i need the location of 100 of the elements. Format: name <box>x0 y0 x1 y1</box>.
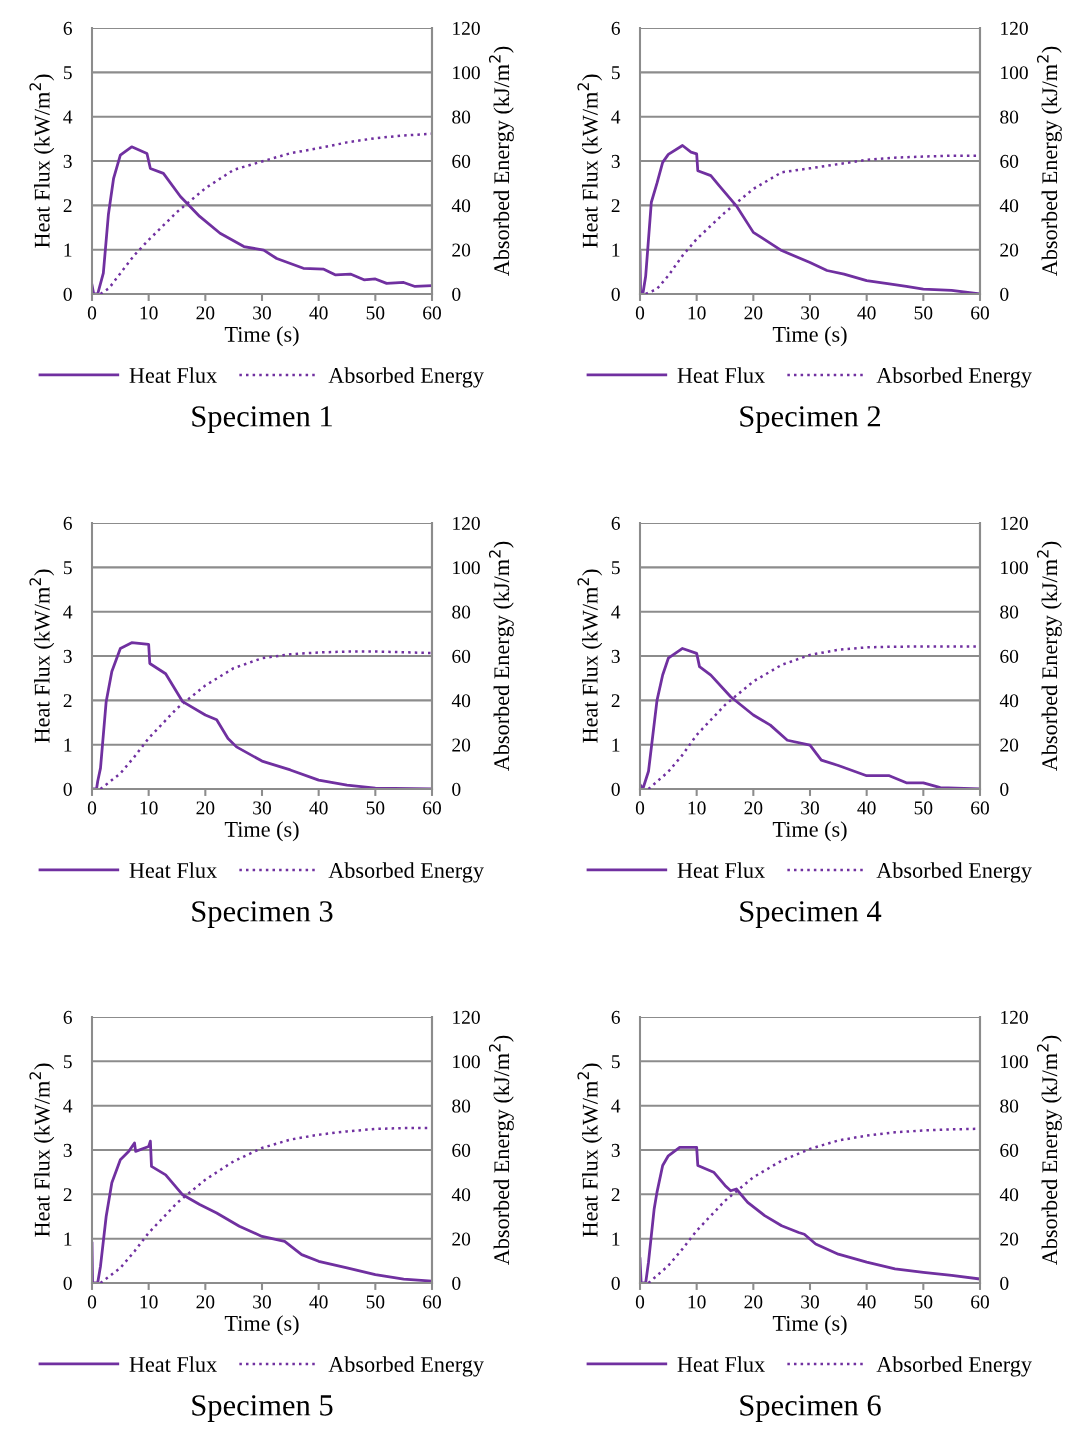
y2-tick-label: 80 <box>1000 110 1019 124</box>
y2-tick-label: 120 <box>453 1010 480 1024</box>
y2-tick-label: 40 <box>451 199 471 213</box>
x-tick-label: 50 <box>366 801 385 815</box>
y2-axis-title: Absorbed Energy (kJ/m$^{2}$) <box>488 46 514 276</box>
y2-tick-label: 80 <box>1000 605 1019 619</box>
x-tick-label: 40 <box>309 801 328 815</box>
y2-tick-label: 40 <box>999 1188 1019 1202</box>
y-axis-title: Heat Flux (kW/m$^{2}$) <box>577 74 603 248</box>
x-tick-label: 10 <box>688 1295 706 1309</box>
y2-tick-label: 60 <box>452 154 471 168</box>
x-tick-label: 0 <box>87 801 97 815</box>
y2-tick-label: 40 <box>999 199 1019 213</box>
x-axis-title: Time (s) <box>772 821 847 842</box>
y2-tick-label: 40 <box>999 694 1019 708</box>
y2-tick-label: 100 <box>1001 1055 1028 1069</box>
y-tick-label: 5 <box>611 1055 620 1069</box>
y-tick-label: 6 <box>63 1010 72 1024</box>
y2-tick-label: 120 <box>1001 1010 1028 1024</box>
x-tick-label: 30 <box>801 306 819 320</box>
text: Specimen 6 <box>740 1395 881 1422</box>
y-tick-label: 6 <box>63 21 72 35</box>
y-axis-title: Heat Flux (kW/m$^{2}$) <box>29 569 55 743</box>
y-tick-label: 5 <box>611 66 620 80</box>
y2-axis-title: Absorbed Energy (kJ/m$^{2}$) <box>1036 46 1062 276</box>
y-tick-label: 4 <box>611 605 621 619</box>
y2-tick-label: 20 <box>452 738 471 752</box>
legend-label: Heat Flux <box>129 862 217 878</box>
x-tick-label: 40 <box>309 1295 328 1309</box>
x-tick-label: 50 <box>366 306 385 320</box>
x-tick-label: 20 <box>744 306 763 320</box>
legend-label: Absorbed Energy <box>328 862 484 883</box>
x-tick-label: 20 <box>196 801 215 815</box>
y-tick-label: 5 <box>611 561 620 575</box>
y2-tick-label: 100 <box>1001 561 1028 575</box>
x-tick-label: 20 <box>196 1295 215 1309</box>
y2-tick-label: 60 <box>452 649 471 663</box>
y2-tick-label: 80 <box>452 1099 471 1113</box>
legend-label: Heat Flux <box>677 1356 765 1372</box>
x-tick-label: 20 <box>196 306 215 320</box>
x-tick-label: 10 <box>688 306 706 320</box>
y-tick-label: 6 <box>63 516 72 530</box>
y2-tick-label: 0 <box>452 782 461 796</box>
x-tick-label: 30 <box>253 1295 271 1309</box>
x-tick-label: 20 <box>744 801 763 815</box>
y-tick-label: 1 <box>64 738 72 752</box>
text: Specimen 2 <box>740 406 881 433</box>
y2-tick-label: 120 <box>1001 516 1028 530</box>
legend-label: Heat Flux <box>677 862 765 878</box>
y-tick-label: 4 <box>63 110 73 124</box>
y-tick-label: 2 <box>611 199 620 213</box>
y-tick-label: 0 <box>63 287 72 301</box>
y-tick-label: 4 <box>63 1099 73 1113</box>
y-tick-label: 2 <box>63 1188 72 1202</box>
y2-tick-label: 0 <box>452 1276 461 1290</box>
x-tick-label: 10 <box>140 306 158 320</box>
legend-label: Heat Flux <box>129 367 217 383</box>
y-tick-label: 0 <box>611 1276 620 1290</box>
legend-label: Absorbed Energy <box>328 367 484 388</box>
x-tick-label: 10 <box>688 801 706 815</box>
x-tick-label: 40 <box>857 801 876 815</box>
y-tick-label: 3 <box>611 154 620 168</box>
y-tick-label: 0 <box>611 782 620 796</box>
text: Specimen 4 <box>740 901 882 928</box>
y-tick-label: 3 <box>611 1143 620 1157</box>
y2-axis-title: Absorbed Energy (kJ/m$^{2}$) <box>1036 541 1062 771</box>
y-tick-label: 1 <box>612 738 620 752</box>
x-tick-label: 60 <box>971 306 989 320</box>
x-axis-title: Time (s) <box>224 326 299 347</box>
y-tick-label: 4 <box>611 1099 621 1113</box>
y2-tick-label: 0 <box>1000 1276 1009 1290</box>
y-tick-label: 0 <box>63 1276 72 1290</box>
y2-axis-title: Absorbed Energy (kJ/m$^{2}$) <box>488 1035 514 1265</box>
legend-label: Absorbed Energy <box>876 1356 1032 1377</box>
y2-tick-label: 20 <box>452 243 471 257</box>
x-tick-label: 60 <box>423 801 441 815</box>
x-tick-label: 0 <box>635 306 645 320</box>
y2-tick-label: 80 <box>1000 1099 1019 1113</box>
y2-tick-label: 80 <box>452 110 471 124</box>
y2-tick-label: 40 <box>451 1188 471 1202</box>
x-axis-title: Time (s) <box>224 1315 299 1336</box>
x-tick-label: 0 <box>635 801 645 815</box>
y-tick-label: 1 <box>612 1232 620 1246</box>
y-tick-label: 2 <box>611 1188 620 1202</box>
legend-label: Absorbed Energy <box>328 1356 484 1377</box>
y-tick-label: 2 <box>611 694 620 708</box>
y-axis-title: Heat Flux (kW/m$^{2}$) <box>577 1063 603 1237</box>
y2-tick-label: 40 <box>451 694 471 708</box>
y-axis-title: Heat Flux (kW/m$^{2}$) <box>29 1063 55 1237</box>
legend-label: Heat Flux <box>677 367 765 383</box>
y2-tick-label: 20 <box>452 1232 471 1246</box>
x-tick-label: 0 <box>635 1295 645 1309</box>
y2-tick-label: 100 <box>1001 66 1028 80</box>
y-tick-label: 2 <box>63 199 72 213</box>
text: Specimen 1 <box>192 406 332 433</box>
y-tick-label: 6 <box>611 516 620 530</box>
x-tick-label: 10 <box>140 801 158 815</box>
y-tick-label: 3 <box>63 649 72 663</box>
y-tick-label: 5 <box>63 66 72 80</box>
x-tick-label: 60 <box>423 306 441 320</box>
